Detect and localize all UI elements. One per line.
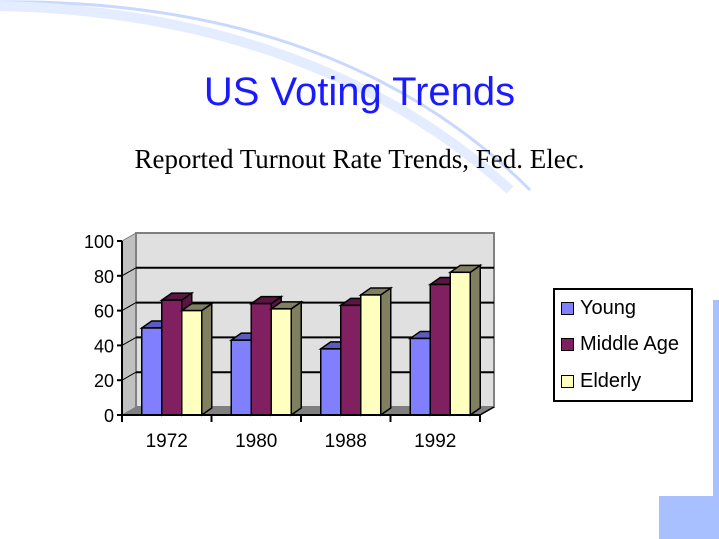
y-tick-label: 80: [94, 267, 114, 287]
y-tick-label: 0: [104, 406, 114, 426]
legend-swatch-elderly: [561, 374, 574, 388]
bar-middle-age-1972: [161, 299, 183, 416]
legend-label: Young: [580, 296, 636, 319]
chart-side-wall: [121, 232, 137, 416]
slide-title: US Voting Trends: [203, 70, 516, 114]
gridline-side: [121, 267, 137, 277]
chart-legend: Young Middle Age Elderly: [553, 288, 693, 402]
bar-young-1988: [320, 348, 342, 416]
legend-swatch-middle-age: [561, 337, 574, 351]
bar-elderly-1992: [449, 271, 471, 416]
gridline-side: [121, 371, 137, 381]
decorative-swoosh: [0, 0, 532, 192]
x-axis-depth: [479, 406, 495, 416]
bar-elderly-1980-side: [290, 300, 302, 417]
x-tick-label: 1980: [235, 431, 277, 452]
legend-item-middle-age: Middle Age: [561, 332, 679, 356]
bar-elderly-1992-side: [469, 263, 481, 417]
y-tick-label: 100: [84, 232, 114, 252]
bar-young-1992: [409, 337, 431, 416]
x-tick-label: 1988: [325, 431, 367, 452]
bar-elderly-1972: [181, 309, 203, 416]
legend-label: Elderly: [580, 369, 642, 392]
gridline-side: [121, 336, 137, 346]
decorative-bar: [713, 300, 719, 500]
legend-item-elderly: Elderly: [561, 369, 641, 393]
x-tick-label: 1992: [414, 431, 456, 452]
bar-elderly-1972-side: [201, 302, 213, 417]
legend-item-young: Young: [561, 296, 636, 320]
y-tick-label: 40: [94, 336, 114, 356]
gridline-side: [121, 302, 137, 312]
chart-floor: [122, 407, 494, 415]
bar-middle-age-1992: [429, 283, 451, 416]
bar-young-1980: [230, 339, 252, 416]
y-tick-label: 60: [94, 302, 114, 322]
bar-elderly-1988: [360, 294, 382, 416]
x-tick-label: 1972: [146, 431, 188, 452]
legend-label: Middle Age: [580, 332, 679, 355]
decorative-swoosh-shadow: [0, 1, 514, 194]
bar-middle-age-1980: [250, 302, 272, 416]
legend-swatch-young: [561, 301, 574, 315]
decorative-block: [659, 496, 719, 539]
bar-young-1972: [141, 327, 163, 416]
y-tick-label: 20: [94, 371, 114, 391]
bar-elderly-1980: [270, 308, 292, 416]
slide-subtitle: Reported Turnout Rate Trends, Fed. Elec.: [134, 144, 585, 174]
bar-middle-age-1988: [340, 304, 362, 416]
bar-elderly-1988-side: [380, 286, 392, 417]
